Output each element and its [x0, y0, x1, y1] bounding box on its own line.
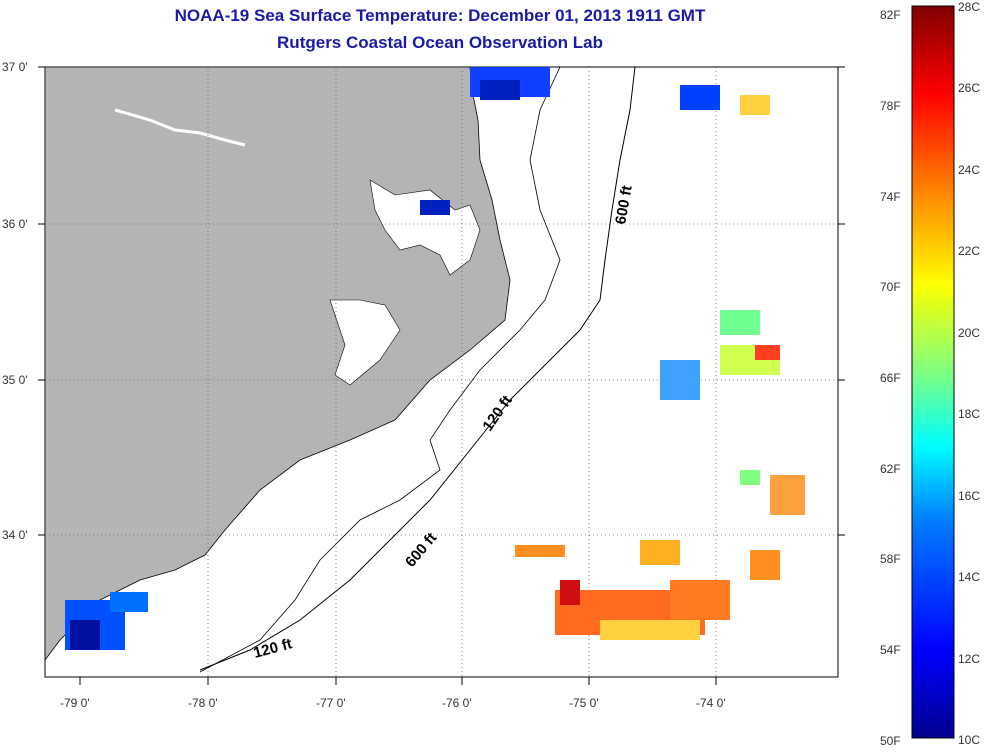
contour-600ft	[199, 66, 636, 671]
colorbar-f-label: 62F	[880, 462, 901, 476]
river	[114, 108, 246, 147]
grid-lines	[45, 67, 838, 677]
lat-label: 36 0'	[2, 217, 28, 231]
axis-ticks	[38, 66, 845, 685]
colorbar-f-label: 66F	[880, 371, 901, 385]
lon-label: -79 0'	[60, 696, 90, 710]
lat-label: 35 0'	[2, 373, 28, 387]
colorbar-c-label: 22C	[958, 244, 981, 258]
colorbar-c-label: 20C	[958, 326, 981, 340]
colorbar-c-label: 28C	[958, 0, 981, 14]
lon-label: -75 0'	[569, 696, 599, 710]
map-subtitle: Rutgers Coastal Ocean Observation Lab	[277, 33, 603, 52]
colorbar-c-label: 18C	[958, 407, 981, 421]
colorbar-c-label: 24C	[958, 163, 981, 177]
colorbar	[911, 5, 955, 739]
contour-label-600ft-north: 600 ft	[612, 184, 636, 226]
colorbar-f-label: 74F	[880, 190, 901, 204]
inland-water	[369, 179, 481, 276]
lat-label: 37 0'	[2, 60, 28, 74]
colorbar-c-label: 16C	[958, 489, 981, 503]
map-title: NOAA-19 Sea Surface Temperature: Decembe…	[174, 6, 706, 25]
inland-water	[329, 299, 401, 386]
colorbar-f-label: 54F	[880, 643, 901, 657]
colorbar-f-label: 82F	[880, 8, 901, 22]
lon-label: -76 0'	[442, 696, 472, 710]
lon-label: -78 0'	[188, 696, 218, 710]
colorbar-c-label: 10C	[958, 733, 981, 747]
lat-label: 34 0'	[2, 528, 28, 542]
colorbar-f-label: 58F	[880, 552, 901, 566]
lon-label: -74 0'	[696, 696, 726, 710]
contour-120ft	[199, 66, 561, 673]
colorbar-f-label: 70F	[880, 280, 901, 294]
lon-label: -77 0'	[316, 696, 346, 710]
colorbar-c-label: 26C	[958, 81, 981, 95]
colorbar-f-label: 50F	[880, 734, 901, 748]
sst-data	[65, 67, 805, 650]
colorbar-f-label: 78F	[880, 99, 901, 113]
colorbar-c-label: 12C	[958, 652, 981, 666]
colorbar-c-label: 14C	[958, 570, 981, 584]
